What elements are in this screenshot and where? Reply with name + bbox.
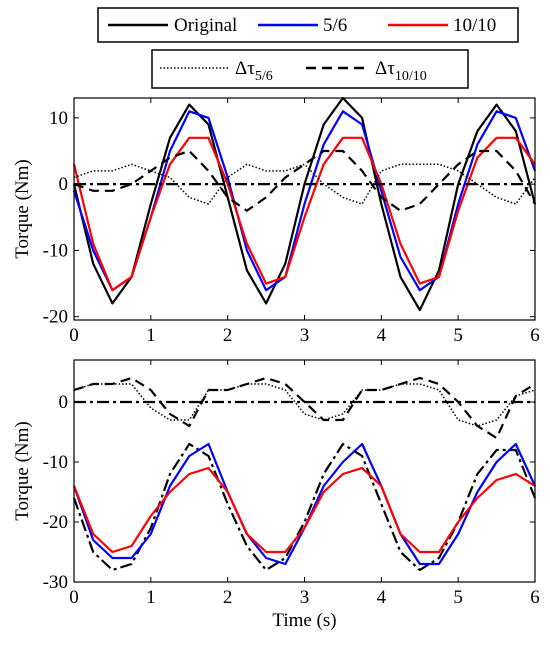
- x-tick-label: 4: [377, 587, 387, 608]
- y-tick-label: 0: [59, 174, 69, 195]
- top-plot-frame: [73, 97, 536, 321]
- x-tick-label: 6: [530, 587, 540, 608]
- legend-label-5-6: 5/6: [323, 15, 347, 36]
- series-line--10-10: [73, 149, 536, 212]
- x-tick-label: 3: [300, 325, 310, 346]
- y-tick-label: 0: [59, 392, 69, 413]
- y-tick-label: -30: [43, 572, 68, 593]
- x-tick-label: 3: [300, 587, 310, 608]
- x-tick-label: 5: [453, 325, 463, 346]
- x-tick-label: 6: [530, 325, 540, 346]
- x-tick-label: 1: [146, 587, 156, 608]
- legend-row-1: Original 5/6 10/10: [97, 7, 519, 43]
- y-tick-label: -10: [43, 452, 68, 473]
- bottom-plot-xlabel: Time (s): [272, 610, 336, 631]
- series-line-5-6: [72, 442, 537, 566]
- x-tick-label: 2: [223, 587, 233, 608]
- legend-label-dtau-5-6: Δτ5/6: [235, 58, 273, 84]
- series-line-original: [72, 442, 537, 572]
- x-tick-label: 0: [69, 325, 79, 346]
- top-plot-series: [72, 96, 537, 312]
- y-tick-label: -20: [43, 307, 68, 328]
- series-line-5-6: [72, 110, 537, 292]
- x-tick-label: 4: [377, 325, 387, 346]
- bottom-plot: 0 1 2 3 4 5 6 0 -10 -20 -30 Torque (Nm) Time (s): [12, 359, 540, 631]
- top-plot-ticks: 0 1 2 3 4 5 6 10 0 -10 -20: [43, 98, 540, 346]
- bottom-plot-series: [72, 376, 537, 572]
- legend-label-10-10: 10/10: [453, 15, 496, 36]
- legend-label-dtau-10-10: Δτ10/10: [375, 58, 427, 84]
- x-tick-label: 2: [223, 325, 233, 346]
- legend-row-2: Δτ5/6 Δτ10/10: [151, 49, 469, 89]
- bottom-plot-frame: [73, 359, 536, 583]
- x-tick-label: 5: [453, 587, 463, 608]
- x-tick-label: 0: [69, 587, 79, 608]
- legend-label-original: Original: [174, 15, 237, 36]
- series-line-10-10: [72, 136, 536, 292]
- y-tick-label: -10: [43, 240, 68, 261]
- bottom-plot-ylabel: Torque (Nm): [12, 421, 33, 520]
- y-tick-label: 10: [49, 108, 68, 129]
- bottom-plot-ticks: 0 1 2 3 4 5 6 0 -10 -20 -30: [43, 360, 540, 608]
- series-line-10-10: [72, 466, 536, 554]
- y-tick-label: -20: [43, 512, 68, 533]
- top-plot: 0 1 2 3 4 5 6 10 0 -10 -20 Torque (Nm): [12, 96, 540, 346]
- series-line--5-6: [73, 383, 536, 427]
- series-line--10-10: [73, 376, 536, 440]
- top-plot-ylabel: Torque (Nm): [12, 159, 33, 258]
- series-line--5-6: [73, 163, 536, 205]
- x-tick-label: 1: [146, 325, 156, 346]
